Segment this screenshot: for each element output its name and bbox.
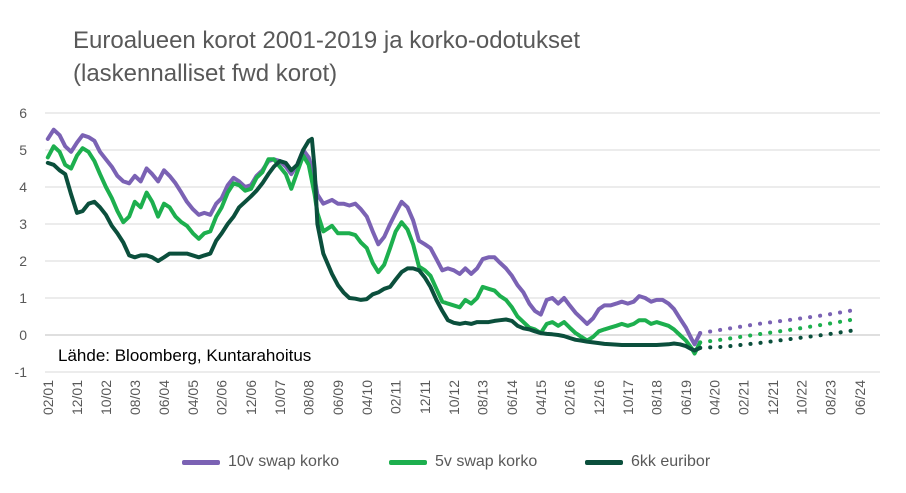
x-tick-label: 12/16 bbox=[591, 380, 607, 415]
x-tick-label: 06/24 bbox=[852, 380, 868, 415]
x-tick-label: 02/01 bbox=[40, 380, 56, 415]
legend-swatch-5v bbox=[389, 459, 427, 465]
y-tick-label: -1 bbox=[15, 364, 28, 380]
y-tick-label: 6 bbox=[19, 105, 27, 121]
series-forward-line-0 bbox=[698, 307, 862, 336]
y-tick-label: 3 bbox=[19, 216, 27, 232]
gridlines bbox=[45, 112, 880, 373]
x-tick-label: 06/19 bbox=[678, 380, 694, 415]
x-axis: 02/01 12/01 10/02 08/03 06/04 04/05 02/06 12/06… bbox=[40, 380, 868, 415]
x-tick-label: 02/21 bbox=[736, 380, 752, 415]
x-tick-label: 08/18 bbox=[649, 380, 665, 415]
chart-title-line-2: (laskennalliset fwd korot) bbox=[73, 60, 338, 87]
legend-item-5v: 5v swap korko bbox=[389, 449, 537, 475]
legend-swatch-6kk bbox=[585, 459, 623, 465]
x-tick-label: 06/14 bbox=[504, 380, 520, 415]
x-tick-label: 08/08 bbox=[301, 380, 317, 415]
x-tick-label: 08/03 bbox=[127, 380, 143, 415]
series-line-1 bbox=[45, 144, 703, 356]
series-line-0 bbox=[45, 127, 703, 347]
x-tick-label: 08/23 bbox=[823, 380, 839, 415]
legend-item-6kk: 6kk euribor bbox=[585, 449, 710, 475]
y-axis: 6 5 4 3 2 1 0 -1 bbox=[15, 105, 28, 380]
legend-item-10v: 10v swap korko bbox=[182, 449, 339, 475]
series-forward-line-2 bbox=[698, 327, 862, 350]
x-tick-label: 04/15 bbox=[533, 380, 549, 415]
x-tick-label: 04/20 bbox=[707, 380, 723, 415]
x-tick-label: 06/09 bbox=[330, 380, 346, 415]
y-tick-label: 4 bbox=[19, 179, 27, 195]
legend: 10v swap korko 5v swap korko 6kk euribor bbox=[0, 449, 906, 475]
x-tick-label: 04/05 bbox=[185, 380, 201, 415]
source-note: Lähde: Bloomberg, Kuntarahoitus bbox=[58, 346, 312, 365]
x-tick-label: 12/11 bbox=[417, 380, 433, 414]
x-tick-label: 12/06 bbox=[243, 380, 259, 415]
series-line-2 bbox=[45, 136, 703, 353]
x-tick-label: 02/06 bbox=[214, 380, 230, 415]
legend-label-10v: 10v swap korko bbox=[228, 453, 340, 470]
x-tick-label: 10/07 bbox=[272, 380, 288, 415]
y-tick-label: 2 bbox=[19, 253, 27, 269]
y-tick-label: 0 bbox=[19, 327, 27, 343]
x-tick-label: 06/04 bbox=[156, 380, 172, 415]
x-tick-label: 04/10 bbox=[359, 380, 375, 415]
chart-title-line-1: Euroalueen korot 2001-2019 ja korko-odot… bbox=[73, 27, 580, 54]
chart-title: Euroalueen korot 2001-2019 ja korko-odot… bbox=[73, 24, 580, 90]
series-forward-line-1 bbox=[698, 316, 862, 345]
x-tick-label: 10/22 bbox=[794, 380, 810, 415]
x-tick-label: 10/17 bbox=[620, 380, 636, 415]
x-tick-label: 08/13 bbox=[475, 380, 491, 415]
y-tick-label: 5 bbox=[19, 142, 27, 158]
x-tick-label: 10/12 bbox=[446, 380, 462, 415]
legend-label-6kk: 6kk euribor bbox=[631, 453, 711, 470]
legend-label-5v: 5v swap korko bbox=[435, 453, 538, 470]
x-tick-label: 02/11 bbox=[388, 380, 404, 414]
series-lines bbox=[45, 127, 862, 356]
legend-swatch-10v bbox=[182, 459, 220, 465]
x-tick-label: 12/21 bbox=[765, 380, 781, 415]
x-tick-label: 12/01 bbox=[69, 380, 85, 415]
x-tick-label: 02/16 bbox=[562, 380, 578, 415]
y-tick-label: 1 bbox=[19, 290, 27, 306]
x-tick-label: 10/02 bbox=[98, 380, 114, 415]
